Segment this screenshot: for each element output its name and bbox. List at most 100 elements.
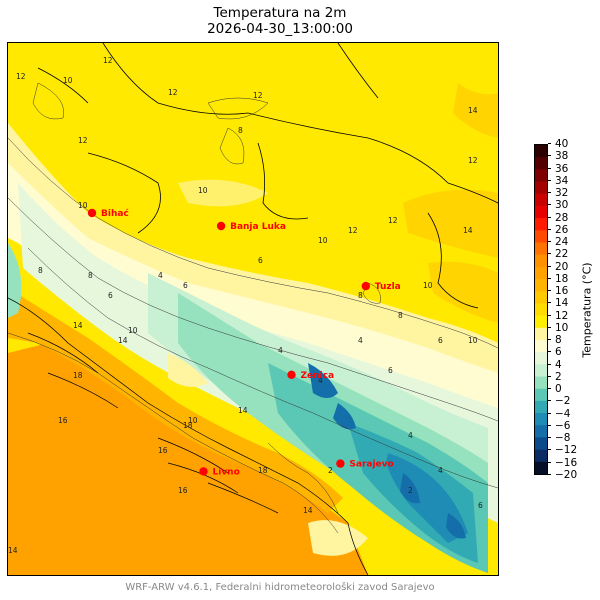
svg-text:4: 4 [408,431,413,440]
svg-text:4: 4 [158,271,163,280]
svg-text:18: 18 [73,371,83,380]
colorbar-band [535,376,547,390]
svg-text:2: 2 [328,466,333,475]
svg-text:8: 8 [38,266,43,275]
city-label: Bihać [101,208,129,219]
colorbar-tick: 18 [547,274,568,284]
colorbar-band [535,266,547,280]
svg-text:10: 10 [78,201,88,210]
svg-text:12: 12 [168,88,178,97]
city-label: Zenica [301,371,335,381]
colorbar-band [535,279,547,292]
colorbar-tick: 38 [547,151,568,162]
svg-text:8: 8 [358,291,363,300]
colorbar-tick: 16 [547,286,568,296]
svg-text:14: 14 [118,336,128,345]
colorbar-band [535,303,547,317]
city-marker[interactable] [361,281,370,291]
svg-text:12: 12 [103,56,113,65]
colorbar-tick: 20 [547,261,568,272]
colorbar-tick: −16 [547,457,577,468]
city-marker[interactable] [87,208,97,218]
svg-text:14: 14 [8,546,18,555]
colorbar-tick: 14 [547,298,568,309]
svg-text:4: 4 [278,346,283,355]
svg-text:10: 10 [423,281,433,290]
colorbar-band [535,437,547,451]
colorbar-band [535,157,547,170]
svg-text:14: 14 [73,321,83,330]
svg-text:18: 18 [258,466,268,475]
svg-text:10: 10 [128,326,138,335]
svg-text:6: 6 [478,501,483,510]
colorbar-band [535,315,547,329]
colorbar-tick: 8 [548,335,562,345]
colorbar-tick: 32 [547,188,568,198]
colorbar-band [535,339,547,353]
svg-text:10: 10 [188,416,198,425]
svg-text:12: 12 [16,72,26,81]
city-label: Banja Luka [230,222,286,232]
svg-text:14: 14 [303,506,313,515]
city-label: Sarajevo [349,460,393,470]
svg-text:4: 4 [358,336,363,345]
colorbar-band [535,254,547,268]
svg-text:4: 4 [438,466,443,475]
colorbar-tick: 12 [547,310,568,321]
svg-text:6: 6 [183,281,188,290]
map-title: Temperatura na 2m [213,5,347,21]
colorbar-tick: −20 [547,470,577,480]
svg-text:14: 14 [463,226,473,235]
svg-text:16: 16 [58,416,68,425]
svg-text:2: 2 [408,486,413,495]
colorbar-tick: 2 [548,372,562,382]
colorbar-band [535,218,547,231]
city-marker[interactable] [216,221,226,231]
city-marker[interactable] [199,467,208,476]
svg-text:12: 12 [468,156,478,165]
svg-text:12: 12 [388,216,398,225]
svg-text:14: 14 [468,106,478,115]
colorbar-tick: −4 [547,408,570,419]
colorbar-tick: 4 [548,359,562,370]
colorbar-band [535,291,547,304]
colorbar-tick: 36 [547,163,568,174]
svg-text:16: 16 [158,446,168,455]
colorbar-tick: −8 [547,433,570,443]
svg-text:10: 10 [63,76,73,85]
svg-text:8: 8 [398,311,403,320]
colorbar [534,144,548,475]
colorbar-band [535,400,547,414]
svg-text:4: 4 [318,376,323,385]
city-marker[interactable] [287,370,296,379]
svg-text:8: 8 [88,271,93,280]
city-label: Livno [213,467,240,477]
colorbar-band [535,352,547,365]
map-valid-time: 2026-04-30_13:00:00 [207,21,353,37]
colorbar-label: Temperatura (°C) [580,262,594,358]
svg-text:18: 18 [183,421,193,430]
city-marker[interactable] [336,459,345,468]
colorbar-band [535,388,547,402]
city-label: Tuzla [375,282,401,292]
colorbar-tick: 40 [547,139,568,149]
colorbar-band [535,181,547,195]
colorbar-band [535,205,547,219]
colorbar-tick: 10 [547,323,568,333]
colorbar-tick: 26 [547,225,568,235]
colorbar-band [535,449,547,463]
colorbar-tick: −12 [547,445,577,456]
colorbar-band [535,193,547,207]
svg-text:6: 6 [108,291,113,300]
svg-text:10: 10 [318,236,328,245]
svg-text:12: 12 [253,91,263,100]
colorbar-band [535,364,547,378]
svg-text:6: 6 [258,256,263,265]
colorbar-tick: 0 [548,384,562,394]
temperature-map[interactable]: 12 12 12 12 12 12 12 10 10 10 10 10 10 10 8 8 8 8 8 6 6… [7,42,499,576]
colorbar-band [535,230,547,243]
colorbar-band [535,242,547,256]
colorbar-band [535,145,547,158]
colorbar-tick: 30 [547,200,568,211]
svg-text:16: 16 [178,486,188,495]
